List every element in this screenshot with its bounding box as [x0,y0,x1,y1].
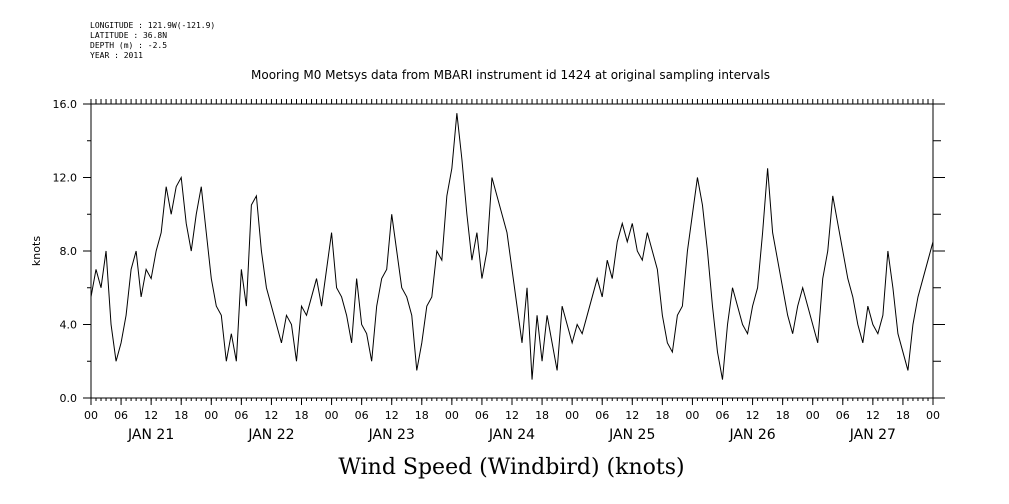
x-tick-label: 12 [385,409,399,422]
latitude-label: LATITUDE : 36.8N [90,31,168,40]
x-day-label: JAN 27 [849,427,896,443]
x-tick-label: 00 [806,409,820,422]
y-tick-label: 0.0 [60,392,78,405]
x-tick-label: 18 [535,409,549,422]
x-tick-label: 06 [836,409,850,422]
x-day-label: JAN 26 [728,427,775,443]
x-tick-label: 18 [655,409,669,422]
chart-subtitle: Mooring M0 Metsys data from MBARI instru… [0,68,1009,82]
metadata-block: LONGITUDE : 121.9W(-121.9) LATITUDE : 36… [90,21,215,61]
x-tick-label: 06 [355,409,369,422]
chart-title: Wind Speed (Windbird) (knots) [0,455,1009,480]
x-tick-label: 18 [415,409,429,422]
x-tick-label: 18 [896,409,910,422]
x-tick-label: 12 [866,409,880,422]
x-tick-label: 18 [776,409,790,422]
y-tick-label: 4.0 [60,319,78,332]
year-label: YEAR : 2011 [90,51,143,60]
series-line [90,113,934,380]
plot-frame [90,103,934,399]
x-tick-label: 00 [84,409,98,422]
chart-title-text: Wind Speed (Windbird) (knots) [338,455,685,480]
x-day-label: JAN 21 [127,427,174,443]
x-tick-label: 00 [325,409,339,422]
x-day-label: JAN 22 [247,427,294,443]
y-tick-label: 16.0 [53,98,78,111]
x-tick-label: 12 [505,409,519,422]
x-tick-label: 00 [926,409,940,422]
x-tick-label: 12 [746,409,760,422]
x-tick-label: 12 [144,409,158,422]
x-tick-label: 00 [685,409,699,422]
depth-label: DEPTH (m) : -2.5 [90,41,168,50]
x-tick-label: 18 [174,409,188,422]
x-tick-label: 06 [595,409,609,422]
x-tick-label: 12 [625,409,639,422]
x-day-label: JAN 25 [608,427,655,443]
x-tick-label: 00 [565,409,579,422]
x-day-label: JAN 24 [488,427,535,443]
x-tick-label: 18 [295,409,309,422]
x-tick-label: 06 [716,409,730,422]
x-tick-label: 00 [204,409,218,422]
x-tick-label: 12 [264,409,278,422]
y-tick-label: 8.0 [60,245,78,258]
y-tick-label: 12.0 [53,172,78,185]
x-day-label: JAN 23 [368,427,415,443]
chart-subtitle-text: Mooring M0 Metsys data from MBARI instru… [251,68,770,82]
x-tick-label: 06 [114,409,128,422]
x-tick-label: 00 [445,409,459,422]
y-axis-label: knots [30,236,43,266]
longitude-label: LONGITUDE : 121.9W(-121.9) [90,21,216,30]
x-tick-label: 06 [475,409,489,422]
x-tick-label: 06 [234,409,248,422]
